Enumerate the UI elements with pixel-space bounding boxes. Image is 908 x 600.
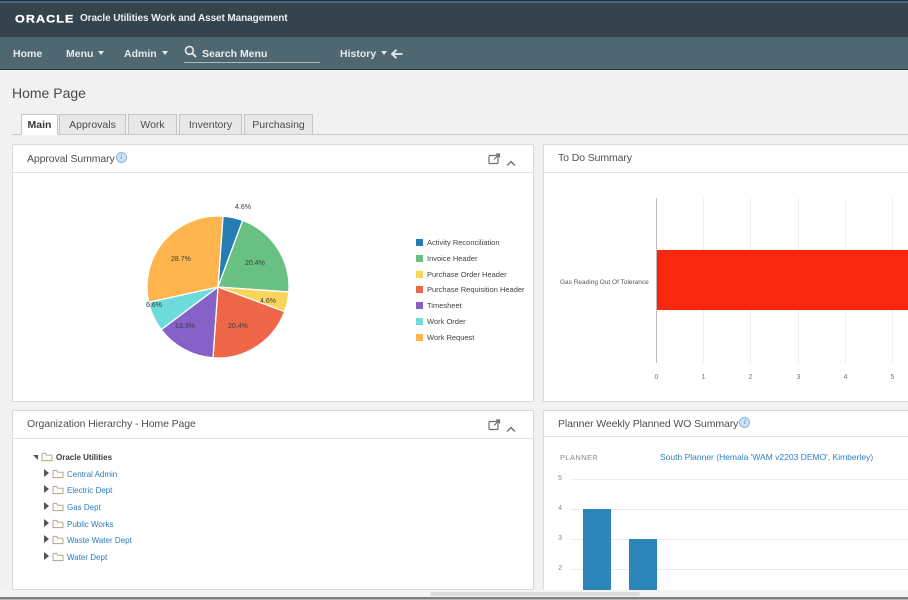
svg-text:20.4%: 20.4% [228,323,248,330]
svg-text:6.6%: 6.6% [146,302,162,309]
svg-text:4.6%: 4.6% [260,298,276,305]
svg-text:13.3%: 13.3% [175,323,195,330]
svg-text:28.7%: 28.7% [171,256,191,263]
svg-text:20.4%: 20.4% [245,260,265,267]
